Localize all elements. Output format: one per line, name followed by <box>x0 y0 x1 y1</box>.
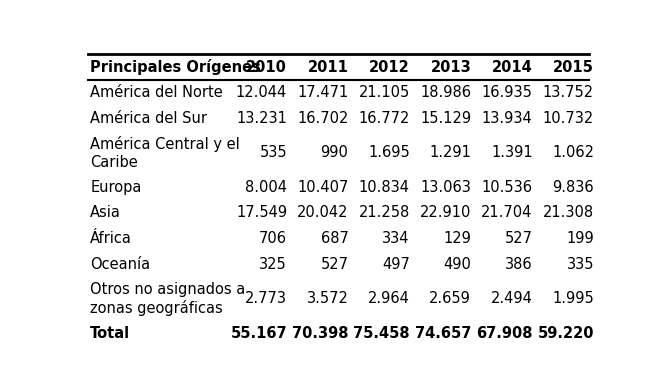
Text: América del Norte: América del Norte <box>90 85 223 100</box>
Text: 75.458: 75.458 <box>353 326 410 341</box>
Text: Oceanía: Oceanía <box>90 257 150 272</box>
Text: 1.995: 1.995 <box>552 291 594 306</box>
Text: 2.659: 2.659 <box>430 291 471 306</box>
Text: 2010: 2010 <box>246 60 287 75</box>
Text: 13.934: 13.934 <box>482 111 533 126</box>
Text: 2012: 2012 <box>369 60 410 75</box>
Text: 16.772: 16.772 <box>358 111 410 126</box>
Text: 21.704: 21.704 <box>481 205 533 221</box>
Text: 2014: 2014 <box>492 60 533 75</box>
Text: 22.910: 22.910 <box>420 205 471 221</box>
Text: 687: 687 <box>321 231 348 246</box>
Text: 490: 490 <box>444 257 471 272</box>
Text: 16.702: 16.702 <box>297 111 348 126</box>
Text: 10.536: 10.536 <box>482 180 533 195</box>
Text: 3.572: 3.572 <box>307 291 348 306</box>
Text: 1.062: 1.062 <box>552 146 594 160</box>
Text: 527: 527 <box>321 257 348 272</box>
Text: 527: 527 <box>505 231 533 246</box>
Text: Otros no asignados a
zonas geográficas: Otros no asignados a zonas geográficas <box>90 282 246 316</box>
Text: 2015: 2015 <box>553 60 594 75</box>
Text: 2011: 2011 <box>308 60 348 75</box>
Text: 13.063: 13.063 <box>420 180 471 195</box>
Text: 199: 199 <box>566 231 594 246</box>
Text: América Central y el
Caribe: América Central y el Caribe <box>90 136 240 169</box>
Text: Total: Total <box>90 326 130 341</box>
Text: África: África <box>90 231 132 246</box>
Text: 706: 706 <box>259 231 287 246</box>
Text: 17.549: 17.549 <box>236 205 287 221</box>
Text: 325: 325 <box>259 257 287 272</box>
Text: 386: 386 <box>505 257 533 272</box>
Text: 20.042: 20.042 <box>297 205 348 221</box>
Text: 17.471: 17.471 <box>297 85 348 100</box>
Text: 18.986: 18.986 <box>420 85 471 100</box>
Text: 2.773: 2.773 <box>245 291 287 306</box>
Text: 10.732: 10.732 <box>543 111 594 126</box>
Text: 13.231: 13.231 <box>236 111 287 126</box>
Text: 1.391: 1.391 <box>491 146 533 160</box>
Text: 70.398: 70.398 <box>292 326 348 341</box>
Text: 12.044: 12.044 <box>236 85 287 100</box>
Text: 535: 535 <box>259 146 287 160</box>
Text: 8.004: 8.004 <box>245 180 287 195</box>
Text: 990: 990 <box>321 146 348 160</box>
Text: 335: 335 <box>566 257 594 272</box>
Text: 1.695: 1.695 <box>368 146 410 160</box>
Text: 1.291: 1.291 <box>430 146 471 160</box>
Text: 15.129: 15.129 <box>420 111 471 126</box>
Text: 67.908: 67.908 <box>476 326 533 341</box>
Text: 9.836: 9.836 <box>552 180 594 195</box>
Text: 2.494: 2.494 <box>491 291 533 306</box>
Text: 2.964: 2.964 <box>368 291 410 306</box>
Text: América del Sur: América del Sur <box>90 111 207 126</box>
Text: 74.657: 74.657 <box>415 326 471 341</box>
Text: 59.220: 59.220 <box>537 326 594 341</box>
Text: 16.935: 16.935 <box>482 85 533 100</box>
Text: 21.258: 21.258 <box>358 205 410 221</box>
Text: 497: 497 <box>382 257 410 272</box>
Text: 55.167: 55.167 <box>230 326 287 341</box>
Text: Europa: Europa <box>90 180 141 195</box>
Text: Asia: Asia <box>90 205 121 221</box>
Text: 129: 129 <box>444 231 471 246</box>
Text: 21.308: 21.308 <box>543 205 594 221</box>
Text: 10.834: 10.834 <box>359 180 410 195</box>
Text: Principales Orígenes: Principales Orígenes <box>90 59 261 75</box>
Text: 21.105: 21.105 <box>358 85 410 100</box>
Text: 13.752: 13.752 <box>543 85 594 100</box>
Text: 334: 334 <box>382 231 410 246</box>
Text: 10.407: 10.407 <box>297 180 348 195</box>
Text: 2013: 2013 <box>430 60 471 75</box>
